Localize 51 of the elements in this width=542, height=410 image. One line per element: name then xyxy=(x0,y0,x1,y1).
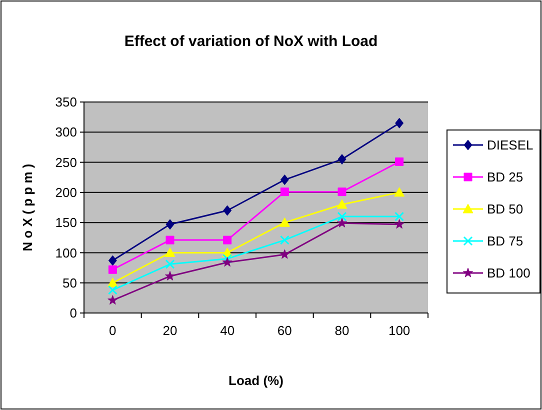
point xyxy=(280,174,289,186)
point xyxy=(166,219,174,230)
x-tick-label: 60 xyxy=(277,323,292,338)
y-tick-label: 300 xyxy=(55,124,77,140)
x-tick-label: 0 xyxy=(109,323,116,338)
legend-label: BD 75 xyxy=(487,234,524,249)
point xyxy=(395,157,404,166)
point xyxy=(108,265,117,274)
point xyxy=(337,212,347,222)
legend-label: BD 50 xyxy=(487,202,524,217)
point xyxy=(164,247,176,257)
point xyxy=(279,217,290,227)
point xyxy=(338,154,346,165)
point xyxy=(394,219,404,229)
y-tick-label: 100 xyxy=(55,245,77,260)
point xyxy=(336,199,348,209)
point xyxy=(107,278,118,288)
x-tick-label: 100 xyxy=(388,323,410,338)
x-axis-title: Load (%) xyxy=(228,373,284,388)
y-tick-label: 50 xyxy=(62,275,77,290)
y-axis-title: N o X ( p p m ) xyxy=(20,164,35,252)
legend-label: DIESEL xyxy=(487,138,534,153)
x-tick-label: 20 xyxy=(162,323,178,338)
point xyxy=(223,205,232,216)
y-tick-label: 350 xyxy=(55,94,77,110)
legend-label: BD 100 xyxy=(487,266,530,281)
point xyxy=(166,236,174,244)
point xyxy=(395,118,404,128)
point xyxy=(280,188,289,196)
point xyxy=(165,259,175,269)
point xyxy=(222,257,232,267)
chart-title: Effect of variation of NoX with Load xyxy=(124,33,378,50)
legend-label: BD 25 xyxy=(487,170,524,185)
point xyxy=(280,235,290,245)
point xyxy=(108,295,118,305)
point xyxy=(108,255,117,266)
point xyxy=(280,249,290,259)
point xyxy=(338,188,346,196)
point xyxy=(222,254,232,264)
point xyxy=(164,270,176,280)
y-tick-label: 200 xyxy=(55,184,77,200)
x-tick-label: 80 xyxy=(334,323,350,338)
point xyxy=(108,285,118,295)
x-tick-label: 40 xyxy=(220,323,235,338)
y-tick-label: 0 xyxy=(70,306,77,321)
point xyxy=(223,236,232,244)
point xyxy=(394,187,405,197)
y-tick-label: 150 xyxy=(55,215,77,230)
point xyxy=(394,212,404,222)
point xyxy=(336,218,348,228)
y-tick-label: 250 xyxy=(55,154,77,170)
